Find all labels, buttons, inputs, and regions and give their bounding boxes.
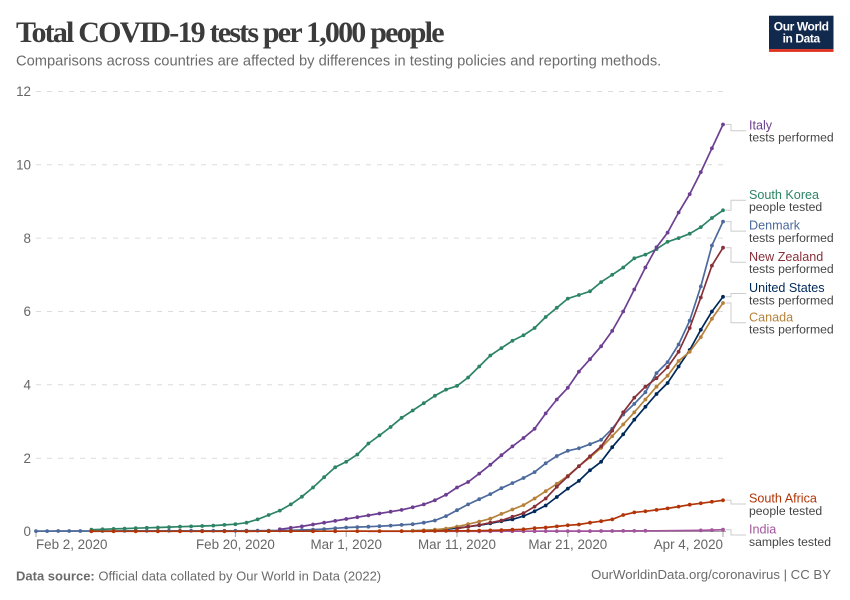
- svg-text:Comparisons across countries a: Comparisons across countries are affecte…: [16, 54, 661, 70]
- svg-text:Denmark: Denmark: [749, 219, 801, 233]
- svg-text:tests performed: tests performed: [749, 293, 834, 307]
- svg-text:India: India: [749, 523, 776, 537]
- svg-text:people tested: people tested: [749, 200, 822, 214]
- svg-text:4: 4: [24, 378, 32, 393]
- svg-text:Mar 11, 2020: Mar 11, 2020: [418, 537, 496, 552]
- svg-text:Mar 21, 2020: Mar 21, 2020: [528, 537, 607, 552]
- svg-text:8: 8: [24, 231, 31, 246]
- svg-text:Feb 20, 2020: Feb 20, 2020: [196, 537, 275, 552]
- svg-text:Italy: Italy: [749, 118, 773, 132]
- svg-text:Mar 1, 2020: Mar 1, 2020: [310, 537, 381, 552]
- svg-text:Total COVID-19 tests per 1,000: Total COVID-19 tests per 1,000 people: [16, 16, 444, 49]
- svg-text:Our World: Our World: [774, 20, 829, 34]
- svg-text:10: 10: [16, 158, 31, 173]
- svg-text:Canada: Canada: [749, 310, 793, 324]
- svg-text:South Korea: South Korea: [749, 188, 819, 202]
- svg-text:OurWorldinData.org/coronavirus: OurWorldinData.org/coronavirus | CC BY: [591, 567, 831, 582]
- svg-text:tests performed: tests performed: [749, 131, 834, 145]
- svg-text:Feb 2, 2020: Feb 2, 2020: [36, 537, 107, 552]
- svg-text:New Zealand: New Zealand: [749, 250, 823, 264]
- svg-text:in Data: in Data: [783, 31, 821, 45]
- svg-text:samples tested: samples tested: [749, 535, 831, 549]
- svg-text:Apr 4, 2020: Apr 4, 2020: [654, 537, 723, 552]
- svg-text:South Africa: South Africa: [749, 492, 817, 506]
- svg-text:2: 2: [24, 451, 31, 466]
- svg-text:tests performed: tests performed: [749, 323, 834, 337]
- svg-text:United States: United States: [749, 281, 825, 295]
- svg-text:tests performed: tests performed: [749, 262, 834, 276]
- svg-text:12: 12: [16, 84, 31, 99]
- svg-text:0: 0: [24, 524, 31, 539]
- svg-text:6: 6: [24, 304, 31, 319]
- svg-text:Data source: Official data col: Data source: Official data collated by O…: [16, 569, 381, 584]
- svg-text:tests performed: tests performed: [749, 231, 834, 245]
- svg-text:people tested: people tested: [749, 504, 822, 518]
